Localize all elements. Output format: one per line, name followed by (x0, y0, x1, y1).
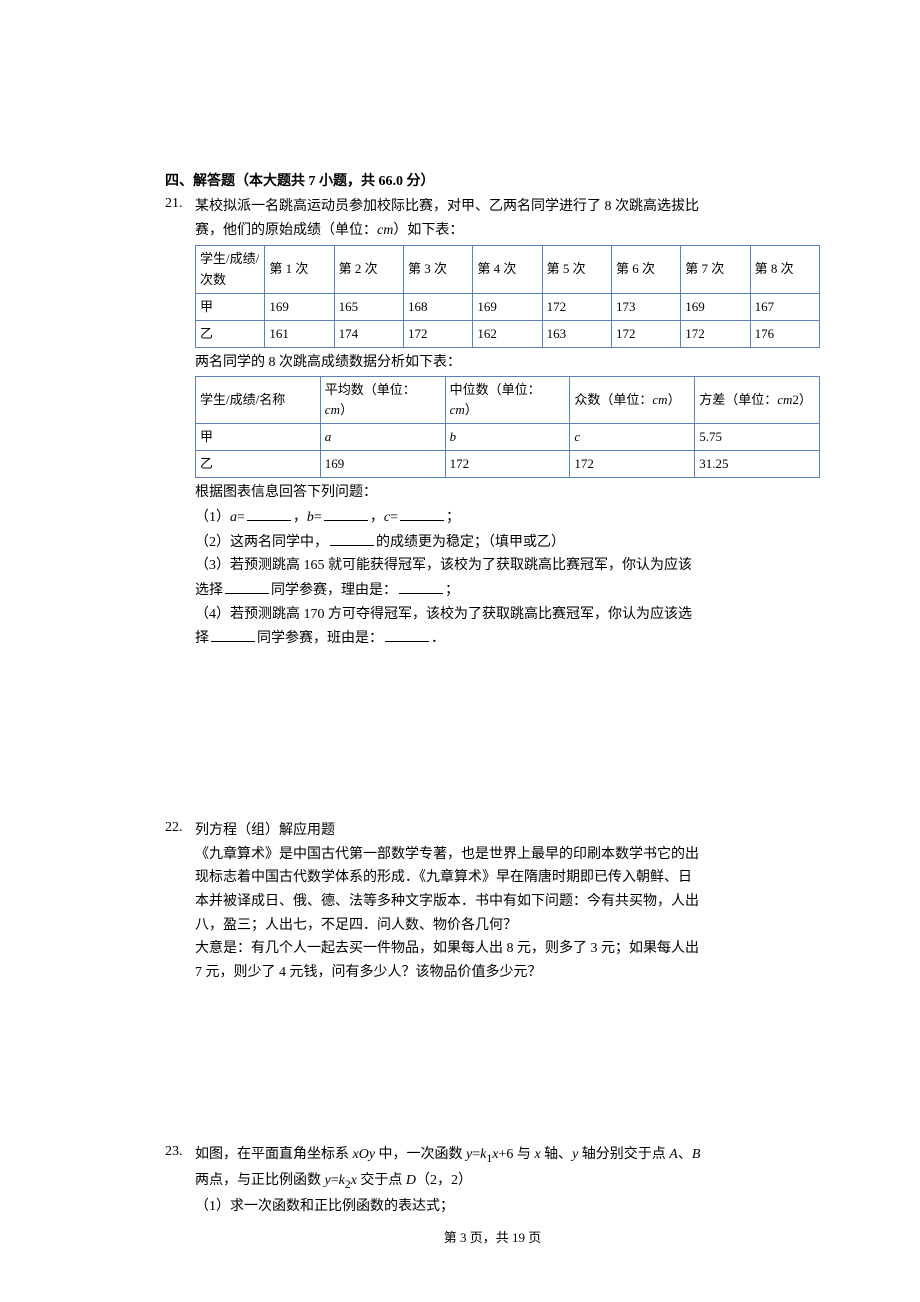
q21-sub3b: 选择同学参赛，理由是：； (195, 579, 820, 602)
table-header: 第 7 次 (681, 246, 750, 293)
table-cell: 172 (445, 451, 570, 478)
section-title: 四、解答题（本大题共 7 小题，共 66.0 分） (165, 170, 820, 190)
q21-intro-line2: 赛，他们的原始成绩（单位：cm）如下表： (195, 220, 820, 242)
table-cell: 169 (320, 451, 445, 478)
table-cell: a (320, 423, 445, 450)
table-row: 乙 169 172 172 31.25 (196, 451, 820, 478)
q22-line: 大意是：有几个人一起去买一件物品，如果每人出 8 元，则多了 3 元；如果每人出 (195, 938, 820, 960)
q22-line: 八，盈三；人出七，不足四．问人数、物价各几何？ (195, 915, 820, 937)
table-cell: 甲 (196, 423, 321, 450)
q21-mid-text: 两名同学的 8 次跳高成绩数据分析如下表： (195, 352, 820, 374)
fill-blank (211, 627, 255, 642)
table-header: 中位数（单位：cm） (445, 376, 570, 423)
table-header: 第 3 次 (403, 246, 472, 293)
table-cell: 161 (265, 320, 334, 347)
table-cell: 169 (681, 293, 750, 320)
table-header: 第 8 次 (750, 246, 819, 293)
q21-after-tables: 根据图表信息回答下列问题： (195, 482, 820, 504)
q22-line: 7 元，则少了 4 元钱，问有多少人？该物品价值多少元？ (195, 962, 820, 984)
problem-body: 列方程（组）解应用题 《九章算术》是中国古代第一部数学专著，也是世界上最早的印刷… (195, 820, 820, 986)
q23-line3: （1）求一次函数和正比例函数的表达式； (195, 1196, 820, 1218)
fill-blank (400, 506, 444, 521)
q21-table2: 学生/成绩/名称 平均数（单位：cm） 中位数（单位：cm） 众数（单位：cm）… (195, 376, 820, 479)
table-cell: 乙 (196, 451, 321, 478)
table-cell: 172 (570, 451, 695, 478)
table-header: 平均数（单位：cm） (320, 376, 445, 423)
table-cell: 172 (611, 320, 680, 347)
table-cell: 176 (750, 320, 819, 347)
fill-blank (324, 506, 368, 521)
fill-blank (330, 531, 374, 546)
fill-blank (247, 506, 291, 521)
table-cell: 172 (681, 320, 750, 347)
table-cell: 165 (334, 293, 403, 320)
table-cell: 172 (542, 293, 611, 320)
q21-sub1: （1）a=，b=，c=； (195, 506, 820, 529)
table-cell: 167 (750, 293, 819, 320)
table-row: 学生/成绩/名称 平均数（单位：cm） 中位数（单位：cm） 众数（单位：cm）… (196, 376, 820, 423)
table-cell: c (570, 423, 695, 450)
spacer (165, 994, 820, 1144)
q22-line: 本并被译成日、俄、德、法等多种文字版本．书中有如下问题：今有共买物，人出 (195, 891, 820, 913)
table-row: 甲 a b c 5.75 (196, 423, 820, 450)
page-container: 四、解答题（本大题共 7 小题，共 66.0 分） 21. 某校拟派一名跳高运动… (0, 0, 920, 1286)
table-row: 乙 161 174 172 162 163 172 172 176 (196, 320, 820, 347)
table-header: 第 4 次 (473, 246, 542, 293)
problem-body: 某校拟派一名跳高运动员参加校际比赛，对甲、乙两名同学进行了 8 次跳高选拔比 赛… (195, 196, 820, 243)
table-cell: b (445, 423, 570, 450)
table-cell: 162 (473, 320, 542, 347)
table-cell: 173 (611, 293, 680, 320)
problem-number: 21. (165, 196, 195, 212)
table-header: 第 1 次 (265, 246, 334, 293)
table-cell: 甲 (196, 293, 265, 320)
table-header: 学生/成绩/次数 (196, 246, 265, 293)
spacer (165, 660, 820, 820)
q21-intro-line1: 某校拟派一名跳高运动员参加校际比赛，对甲、乙两名同学进行了 8 次跳高选拔比 (195, 196, 820, 218)
q22-line: 列方程（组）解应用题 (195, 820, 820, 842)
table-cell: 乙 (196, 320, 265, 347)
q21-sub2: （2）这两名同学中，的成绩更为稳定；（填甲或乙） (195, 531, 820, 554)
table-cell: 31.25 (695, 451, 820, 478)
fill-blank (385, 627, 429, 642)
problem-number: 23. (165, 1144, 195, 1160)
q22-line: 《九章算术》是中国古代第一部数学专著，也是世界上最早的印刷本数学书它的出 (195, 844, 820, 866)
q23-line1: 如图，在平面直角坐标系 xOy 中，一次函数 y=k1x+6 与 x 轴、y 轴… (195, 1144, 820, 1168)
problem-body: 如图，在平面直角坐标系 xOy 中，一次函数 y=k1x+6 与 x 轴、y 轴… (195, 1144, 820, 1219)
q23-line2: 两点，与正比例函数 y=k2x 交于点 D（2，2） (195, 1170, 820, 1194)
table-cell: 168 (403, 293, 472, 320)
table-header: 众数（单位：cm） (570, 376, 695, 423)
q21-sub3a: （3）若预测跳高 165 就可能获得冠军，该校为了获取跳高比赛冠军，你认为应该 (195, 555, 820, 577)
table-header: 方差（单位：cm2） (695, 376, 820, 423)
table-cell: 163 (542, 320, 611, 347)
fill-blank (399, 579, 443, 594)
table-cell: 174 (334, 320, 403, 347)
problem-21: 21. 某校拟派一名跳高运动员参加校际比赛，对甲、乙两名同学进行了 8 次跳高选… (165, 196, 820, 652)
problem-number: 22. (165, 820, 195, 836)
table-row: 学生/成绩/次数 第 1 次 第 2 次 第 3 次 第 4 次 第 5 次 第… (196, 246, 820, 293)
problem-23: 23. 如图，在平面直角坐标系 xOy 中，一次函数 y=k1x+6 与 x 轴… (165, 1144, 820, 1219)
table-row: 甲 169 165 168 169 172 173 169 167 (196, 293, 820, 320)
page-footer: 第 3 页，共 19 页 (165, 1227, 820, 1246)
table-header: 第 2 次 (334, 246, 403, 293)
q22-line: 现标志着中国古代数学体系的形成．《九章算术》早在隋唐时期即已传入朝鲜、日 (195, 867, 820, 889)
table-header: 学生/成绩/名称 (196, 376, 321, 423)
table-cell: 5.75 (695, 423, 820, 450)
problem-22: 22. 列方程（组）解应用题 《九章算术》是中国古代第一部数学专著，也是世界上最… (165, 820, 820, 986)
table-cell: 172 (403, 320, 472, 347)
table-header: 第 5 次 (542, 246, 611, 293)
fill-blank (225, 579, 269, 594)
q21-sub4a: （4）若预测跳高 170 方可夺得冠军，该校为了获取跳高比赛冠军，你认为应该选 (195, 604, 820, 626)
q21-sub4b: 择同学参赛，班由是：． (195, 627, 820, 650)
table-header: 第 6 次 (611, 246, 680, 293)
table-cell: 169 (265, 293, 334, 320)
q21-table1: 学生/成绩/次数 第 1 次 第 2 次 第 3 次 第 4 次 第 5 次 第… (195, 245, 820, 348)
table-cell: 169 (473, 293, 542, 320)
